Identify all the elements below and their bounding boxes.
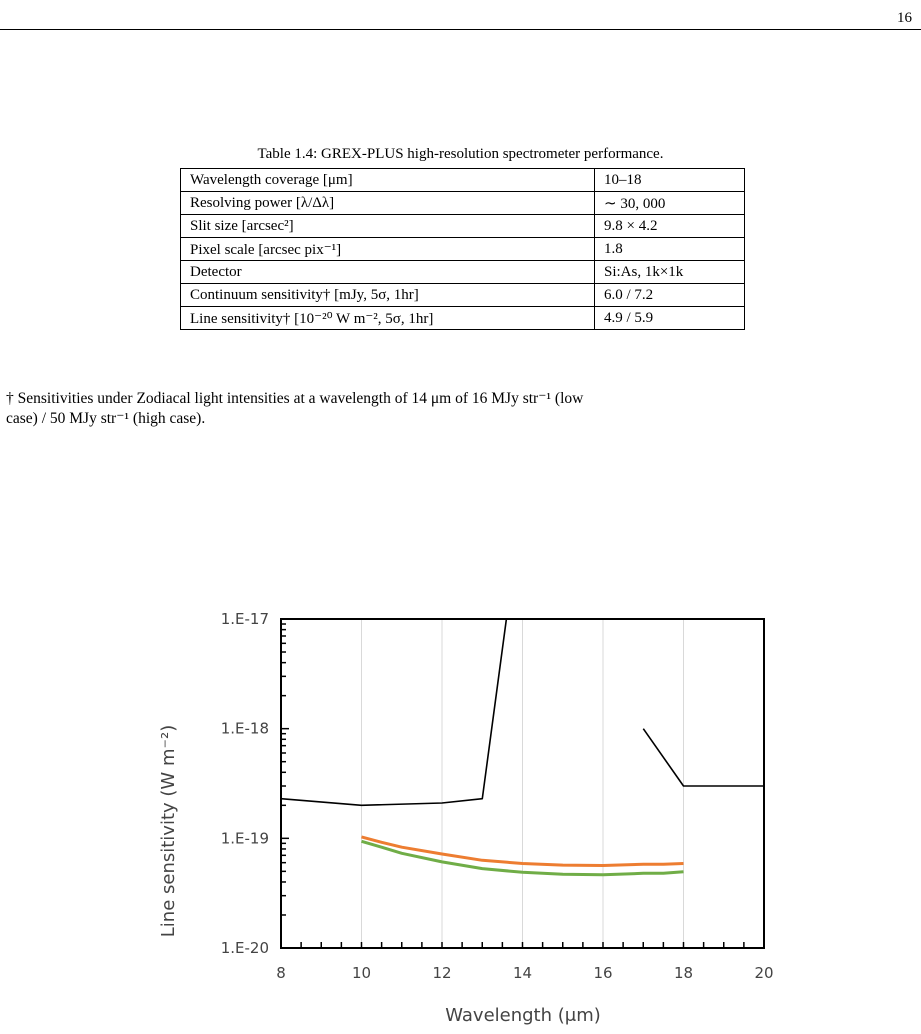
x-tick-label: 12: [432, 964, 451, 982]
performance-table: Wavelength coverage [μm] 10–18 Resolving…: [180, 168, 745, 330]
chart-grid: [361, 619, 684, 948]
x-tick-label: 8: [276, 964, 286, 982]
value-cell: 1.8: [594, 237, 745, 261]
table-row: Continuum sensitivity† [mJy, 5σ, 1hr] 6.…: [180, 283, 745, 307]
footnote-line: † Sensitivities under Zodiacal light int…: [6, 390, 584, 407]
table-row: Detector Si:As, 1k×1k: [180, 260, 745, 284]
y-axis-title: Line sensitivity (W m⁻²): [158, 725, 179, 937]
series-line: [361, 839, 684, 877]
page-number: 16: [897, 10, 912, 26]
param-cell: Wavelength coverage [μm]: [180, 168, 595, 192]
x-tick-label: 14: [513, 964, 532, 982]
param-cell: Continuum sensitivity† [mJy, 5σ, 1hr]: [180, 283, 595, 307]
value-cell: ∼ 30, 000: [594, 191, 745, 215]
param-cell: Slit size [arcsec²]: [180, 214, 595, 238]
y-tick-label: 1.E-19: [221, 829, 269, 847]
table-row: Wavelength coverage [μm] 10–18: [180, 168, 745, 192]
table-caption: Table 1.4: GREX-PLUS high-resolution spe…: [257, 146, 664, 162]
x-axis-title: Wavelength (μm): [445, 1005, 601, 1026]
table-row: Resolving power [λ/Δλ] ∼ 30, 000: [180, 191, 745, 215]
value-cell: 9.8 × 4.2: [594, 214, 745, 238]
footnote: † Sensitivities under Zodiacal light int…: [6, 389, 918, 429]
chart-series: [280, 618, 764, 877]
line-sensitivity-chart: 8 10 12 14 16 18 20 1.E-20 1.E-19 1.E-18 1.E-17 Wa…: [158, 610, 774, 1026]
value-cell: 4.9 / 5.9: [594, 306, 745, 330]
param-cell: Resolving power [λ/Δλ]: [180, 191, 595, 215]
table-row: Pixel scale [arcsec pix⁻¹] 1.8: [180, 237, 745, 261]
series-line: [280, 618, 508, 807]
series-line: [361, 835, 684, 867]
param-cell: Pixel scale [arcsec pix⁻¹]: [180, 237, 595, 261]
series-line: [642, 728, 764, 787]
footnote-line: case) / 50 MJy str⁻¹ (high case).: [6, 410, 206, 427]
y-tick-label: 1.E-18: [221, 720, 269, 738]
table-row: Line sensitivity† [10⁻²⁰ W m⁻², 5σ, 1hr]…: [180, 306, 745, 330]
x-tick-label: 10: [352, 964, 371, 982]
table-row: Slit size [arcsec²] 9.8 × 4.2: [180, 214, 745, 238]
y-tick-label: 1.E-17: [221, 610, 269, 628]
x-tick-label: 18: [674, 964, 693, 982]
chart-tick-labels: 8 10 12 14 16 18 20 1.E-20 1.E-19 1.E-18 1.E-17: [221, 610, 774, 982]
value-cell: 6.0 / 7.2: [594, 283, 745, 307]
header-rule: [0, 29, 921, 30]
value-cell: 10–18: [594, 168, 745, 192]
x-tick-label: 16: [593, 964, 612, 982]
value-cell: Si:As, 1k×1k: [594, 260, 745, 284]
param-cell: Line sensitivity† [10⁻²⁰ W m⁻², 5σ, 1hr]: [180, 306, 595, 330]
x-tick-label: 20: [754, 964, 773, 982]
chart-axes: [280, 618, 765, 949]
y-tick-label: 1.E-20: [221, 939, 269, 957]
param-cell: Detector: [180, 260, 595, 284]
